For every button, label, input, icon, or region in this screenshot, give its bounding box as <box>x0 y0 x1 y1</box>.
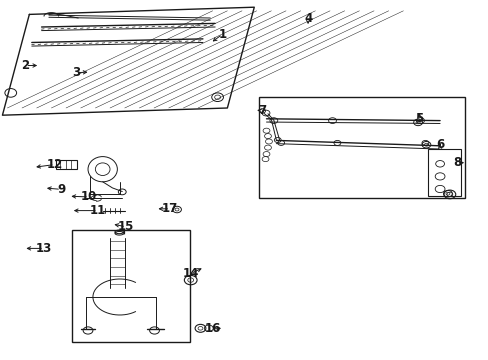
Text: 2: 2 <box>21 59 29 72</box>
Text: 8: 8 <box>452 156 460 169</box>
Bar <box>427 149 460 196</box>
Text: 6: 6 <box>435 138 443 151</box>
Text: 5: 5 <box>415 112 423 125</box>
Text: 13: 13 <box>36 242 52 255</box>
Bar <box>72 230 189 342</box>
Text: 10: 10 <box>81 190 97 203</box>
Bar <box>259 97 464 198</box>
Text: 9: 9 <box>57 183 65 196</box>
Text: 4: 4 <box>304 12 311 25</box>
Text: 17: 17 <box>162 202 178 215</box>
Text: 15: 15 <box>118 220 134 233</box>
Text: 1: 1 <box>218 28 226 41</box>
Text: 14: 14 <box>182 267 199 280</box>
Text: 11: 11 <box>89 204 106 217</box>
Bar <box>56 160 77 169</box>
Text: 12: 12 <box>46 158 63 171</box>
Text: 7: 7 <box>258 104 266 117</box>
Text: 3: 3 <box>72 66 80 79</box>
Text: 16: 16 <box>204 322 221 335</box>
